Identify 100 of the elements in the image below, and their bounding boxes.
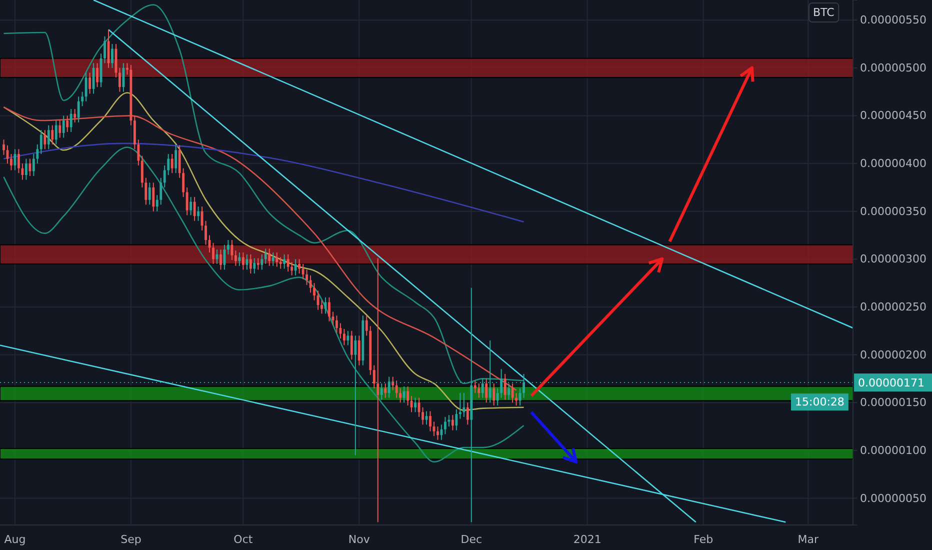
candlestick — [230, 240, 234, 261]
y-tick-label: 0.00000350 — [860, 204, 926, 218]
candlestick — [137, 139, 140, 166]
candlestick — [380, 382, 383, 400]
candlestick — [246, 254, 248, 270]
candlestick — [474, 380, 476, 394]
candlestick — [242, 252, 244, 270]
candlestick — [144, 177, 148, 206]
candlestick — [294, 258, 297, 276]
candlestick — [174, 144, 178, 174]
candlestick — [44, 130, 46, 150]
candlestick — [455, 408, 458, 431]
candlestick — [126, 62, 128, 76]
candlestick — [286, 254, 290, 272]
annotation: 15:00:28 — [795, 396, 844, 409]
candlestick — [178, 144, 181, 178]
candlestick — [279, 256, 282, 270]
candlestick — [328, 296, 330, 322]
y-tick-label: 0.00000250 — [860, 300, 926, 314]
candlestick — [376, 258, 380, 523]
candlestick — [264, 248, 267, 264]
candlestick — [133, 115, 136, 150]
annotation: BTC — [813, 6, 835, 19]
candlestick — [342, 328, 346, 346]
candlestick — [283, 254, 286, 270]
candlestick — [496, 388, 499, 406]
candlestick — [62, 115, 65, 138]
candlestick — [54, 120, 58, 145]
candlestick — [313, 282, 316, 301]
candlestick — [234, 250, 237, 266]
candlestick — [492, 382, 496, 406]
y-tick-label: 0.00000100 — [860, 444, 926, 457]
candlestick — [66, 115, 69, 132]
candlestick — [84, 72, 88, 102]
x-tick-label: Nov — [348, 532, 370, 546]
candlestick — [24, 158, 28, 180]
candlestick — [429, 410, 432, 432]
candlestick — [104, 36, 106, 64]
x-tick-label: Oct — [234, 532, 254, 546]
candlestick — [384, 382, 387, 398]
candlestick — [190, 196, 192, 216]
candlestick — [350, 330, 353, 360]
candlestick — [96, 62, 98, 88]
candlestick — [186, 186, 188, 216]
y-tick-label: 0.00000050 — [860, 492, 926, 505]
candlestick — [36, 144, 39, 164]
candlestick — [10, 153, 12, 171]
y-tick-label: 0.00000200 — [860, 348, 926, 362]
candlestick — [77, 96, 80, 123]
candlestick — [14, 148, 16, 171]
line-series — [3, 4, 524, 384]
candlestick — [406, 386, 410, 406]
candlestick — [182, 168, 185, 198]
candlestick — [253, 258, 256, 274]
y-tick-label: 0.00000300 — [860, 252, 926, 266]
candlestick — [160, 177, 162, 206]
candlestick — [17, 148, 20, 174]
candlestick — [58, 120, 62, 138]
candlestick — [256, 258, 260, 270]
candlestick — [148, 182, 151, 206]
line-series — [3, 142, 524, 223]
ref-line-label: 0.00000171 — [858, 376, 924, 390]
candlestick — [298, 258, 301, 274]
candlestick — [462, 392, 466, 418]
candlestick — [32, 153, 35, 176]
candlestick — [485, 378, 488, 404]
y-tick-label: 0.00000450 — [860, 109, 926, 122]
candlestick — [204, 220, 207, 246]
candlestick — [466, 402, 469, 426]
candlestick — [249, 254, 252, 274]
candlestick — [156, 194, 158, 212]
candlestick — [320, 300, 323, 314]
candlestick — [451, 414, 454, 431]
candlestick — [276, 252, 278, 268]
candlestick — [212, 242, 214, 264]
candlestick — [2, 139, 5, 156]
candlestick — [40, 130, 42, 154]
candlestick — [436, 426, 439, 440]
candlestick — [193, 196, 196, 222]
x-tick-label: Sep — [120, 532, 142, 546]
x-tick-label: 2021 — [573, 532, 602, 546]
candlestick — [339, 322, 342, 340]
candlestick — [399, 388, 402, 404]
candlestick — [414, 397, 416, 413]
candlestick — [167, 153, 170, 176]
line-series — [3, 146, 524, 463]
candlestick — [21, 163, 24, 180]
candlestick — [88, 72, 92, 94]
candlestick — [511, 382, 514, 404]
x-tick-label: Dec — [460, 532, 482, 546]
candlestick — [81, 91, 84, 107]
candlestick — [238, 252, 241, 266]
candlestick — [504, 373, 506, 400]
candlestick — [372, 364, 376, 389]
candlestick — [197, 206, 200, 222]
candlestick — [290, 262, 294, 276]
candlestick — [458, 392, 462, 420]
candlestick — [444, 416, 446, 435]
y-tick-label: 0.00000550 — [860, 14, 926, 27]
candlestick — [118, 67, 121, 92]
